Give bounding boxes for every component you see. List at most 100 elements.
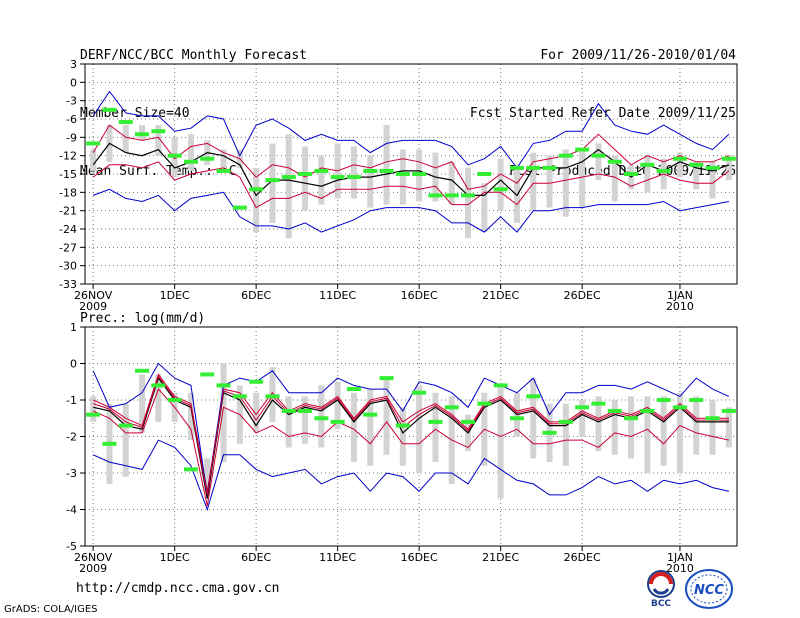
temp-spread-box (595, 143, 602, 181)
prec-observed-marker (395, 423, 410, 428)
prec-observed-marker (281, 408, 296, 413)
temp-observed-marker (444, 193, 459, 198)
temp-y-tick-label: -18 (59, 186, 77, 199)
temp-x-tick-label: 6DEC (241, 289, 271, 302)
temp-spread-box (725, 155, 732, 181)
prec-observed-marker (200, 372, 215, 377)
prec-observed-marker (640, 408, 655, 413)
temp-observed-marker (102, 107, 117, 112)
prec-x-tick-year: 2009 (79, 562, 107, 575)
prec-observed-marker (509, 416, 524, 421)
temp-spread-box (448, 161, 455, 205)
temp-observed-marker (477, 172, 492, 176)
temp-observed-marker (167, 153, 182, 158)
source-url[interactable]: http://cmdp.ncc.cma.gov.cn (76, 581, 280, 596)
prec-observed-marker (689, 398, 704, 402)
prec-observed-marker (151, 383, 166, 388)
temp-spread-box (481, 183, 488, 233)
temp-observed-marker (542, 165, 557, 170)
temp-observed-marker (721, 156, 736, 161)
prec-frame (84, 326, 738, 547)
temp-spread-box (530, 152, 537, 211)
prec-spread-box (285, 396, 292, 448)
temp-spread-box (253, 167, 260, 233)
prec-x-tick-year: 2010 (666, 562, 694, 575)
prec-observed-marker (461, 419, 476, 424)
bcc-logo-text: BCC (651, 599, 671, 608)
temp-spread-box (367, 155, 374, 208)
prec-observed-marker (672, 405, 687, 410)
prec-x-tick-label: 16DEC (401, 551, 438, 564)
temp-observed-marker (558, 153, 573, 158)
temp-spread-box (399, 149, 406, 205)
temp-y-tick-label: 3 (70, 58, 77, 71)
temp-observed-marker (135, 132, 150, 137)
temp-observed-marker (200, 156, 215, 161)
temp-spread-box (220, 149, 227, 168)
temp-observed-marker (624, 172, 639, 176)
prec-spread-box (204, 458, 211, 492)
temp-x-tick-label: 1JAN (667, 289, 693, 302)
temp-observed-marker (672, 156, 687, 161)
temp-spread-box (122, 125, 129, 153)
prec-spread-box (90, 396, 97, 422)
prec-observed-marker (705, 416, 720, 421)
temp-observed-marker (493, 187, 508, 192)
temp-y-tick-label: -33 (59, 278, 77, 291)
prec-observed-marker (493, 383, 508, 388)
temp-observed-marker (395, 172, 410, 176)
prec-observed-marker (314, 416, 329, 421)
forecast-started-date: Fcst Started Refer Date 2009/11/25 (469, 106, 736, 121)
prec-observed-marker (167, 398, 182, 402)
temp-spread-box (350, 146, 357, 199)
prec-observed-marker (526, 394, 541, 399)
temp-spread-box (155, 125, 162, 156)
prec-observed-marker (444, 405, 459, 410)
bcc-logo: BCC (647, 570, 675, 608)
temp-series-lower (92, 124, 730, 190)
prec-observed-marker (118, 423, 133, 428)
temp-observed-marker (412, 172, 427, 176)
prec-series-max (92, 439, 730, 512)
prec-observed-marker (363, 412, 378, 417)
temp-observed-marker (118, 120, 133, 125)
prec-observed-marker (86, 412, 101, 417)
prec-spread-box (530, 378, 537, 459)
temp-observed-marker (526, 165, 541, 170)
temp-spread-box (90, 149, 97, 171)
prec-y-tick-label: 1 (70, 321, 77, 334)
prec-spread-box (644, 396, 651, 473)
prec-observed-marker (183, 467, 198, 472)
temp-spread-box (709, 161, 716, 199)
temp-observed-marker (363, 168, 378, 173)
temp-observed-marker (461, 193, 476, 198)
prec-y-tick-label: -2 (66, 431, 77, 444)
prec-observed-marker (591, 401, 606, 406)
prec-observed-marker (607, 408, 622, 413)
prec-x-tick-label: 11DEC (319, 551, 356, 564)
prec-spread-box (693, 396, 700, 455)
temp-spread-box (285, 134, 292, 239)
temp-y-tick-label: -6 (66, 113, 77, 126)
temp-x-tick-label: 1DEC (160, 289, 190, 302)
prec-series-inner_upper (93, 375, 729, 495)
prec-spread-box (416, 385, 423, 473)
temp-observed-marker (298, 172, 313, 176)
temp-y-tick-label: -12 (59, 150, 77, 163)
temp-observed-marker (314, 168, 329, 173)
temp-x-tick-label: 21DEC (482, 289, 519, 302)
temp-y-tick-label: -15 (59, 168, 77, 181)
temp-spread-box (693, 161, 700, 190)
temp-observed-marker (379, 168, 394, 173)
prec-spread-box (155, 374, 162, 422)
temp-spread-box (676, 152, 683, 178)
temp-y-tick-label: -24 (59, 223, 77, 236)
temp-observed-marker (265, 178, 280, 183)
prec-spread-box (709, 400, 716, 455)
temp-series-min (92, 90, 730, 169)
temp-x-tick-label: 26NOV (74, 289, 113, 302)
temp-y-tick-label: -27 (59, 241, 77, 254)
temp-spread-box (465, 167, 472, 239)
ncc-logo-text: NCC (694, 583, 724, 598)
